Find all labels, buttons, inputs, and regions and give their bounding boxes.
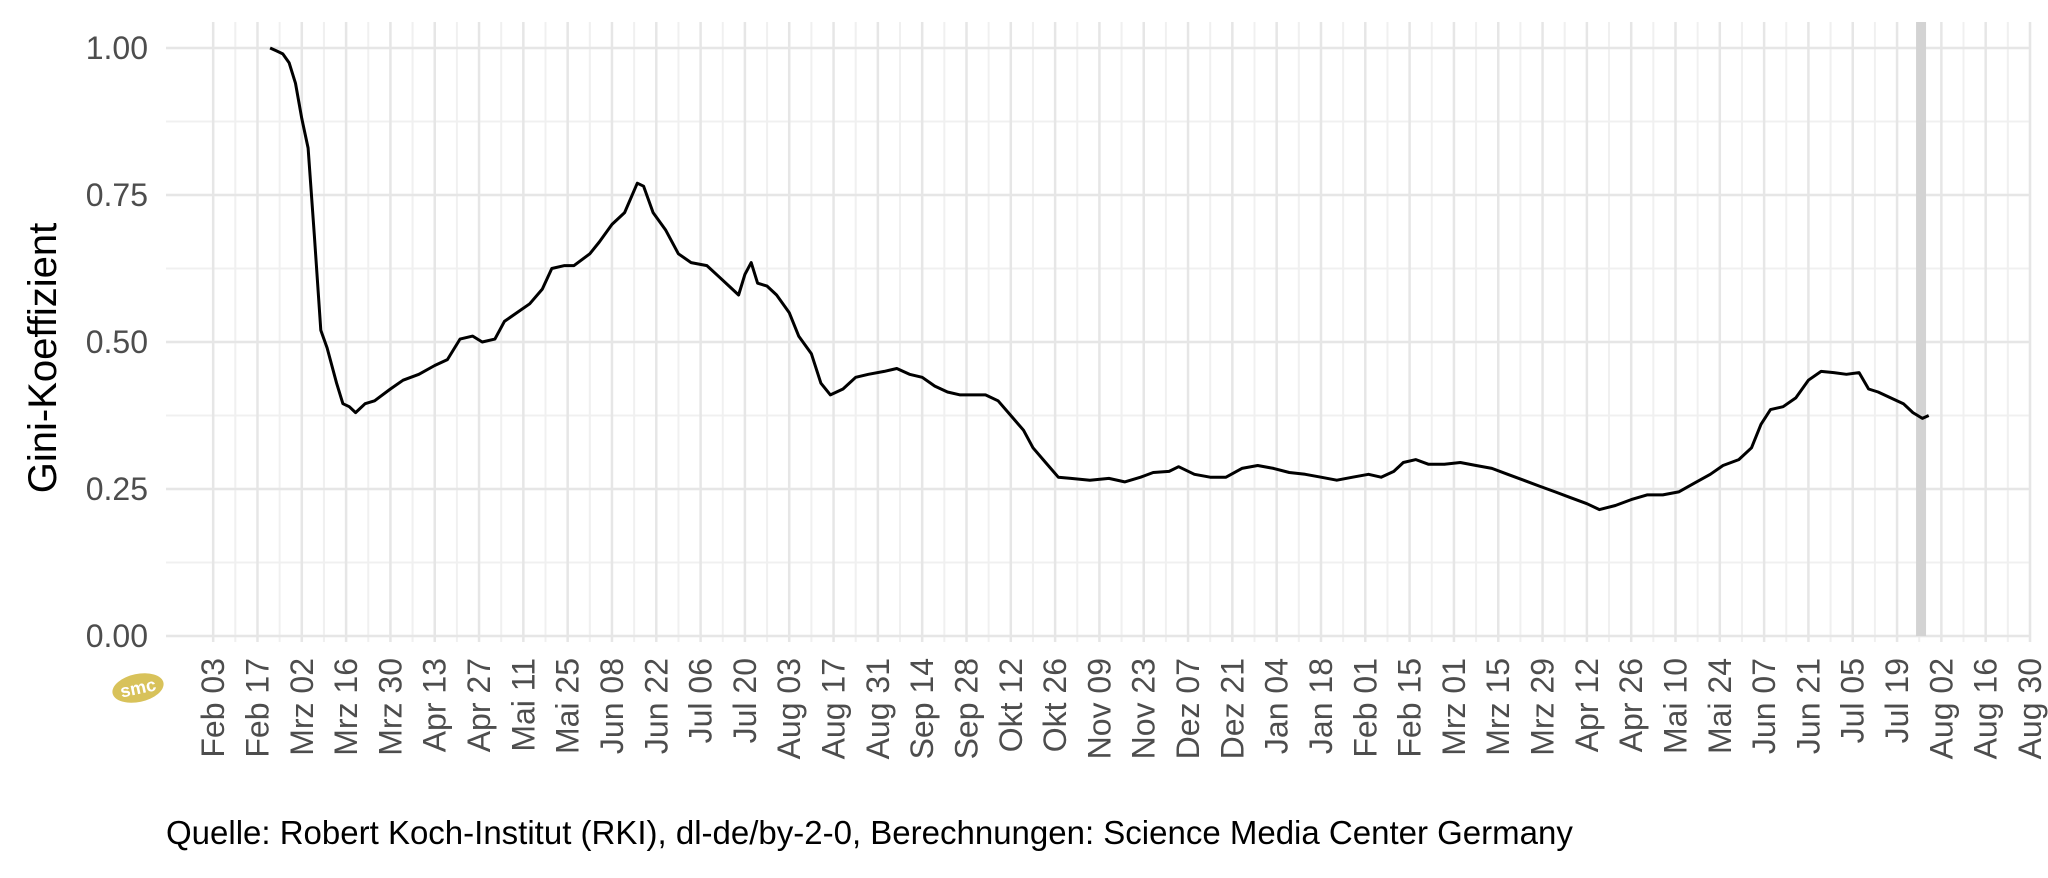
x-tick-label: Jun 08 bbox=[594, 658, 630, 754]
x-tick-label: Apr 13 bbox=[417, 658, 453, 752]
x-tick-label: Aug 30 bbox=[2012, 658, 2048, 759]
minor-gridlines bbox=[166, 22, 2030, 642]
x-tick-label: Jul 05 bbox=[1835, 658, 1871, 743]
smc-logo: smc bbox=[112, 673, 164, 703]
series-line-layer bbox=[269, 46, 1930, 512]
x-tick-label: Apr 12 bbox=[1569, 658, 1605, 752]
x-tick-label: Dez 21 bbox=[1214, 658, 1250, 759]
highlight-band bbox=[1916, 22, 1927, 636]
y-tick-label: 0.25 bbox=[86, 471, 148, 507]
x-tick-label: Mrz 01 bbox=[1436, 658, 1472, 756]
x-tick-label: Aug 31 bbox=[860, 658, 896, 759]
x-tick-label: Okt 12 bbox=[993, 658, 1029, 752]
x-tick-label: Jun 07 bbox=[1746, 658, 1782, 754]
x-tick-label: Jul 20 bbox=[727, 658, 763, 743]
x-tick-label: Okt 26 bbox=[1037, 658, 1073, 752]
x-tick-label: Jan 04 bbox=[1259, 658, 1295, 754]
x-tick-label: Mrz 30 bbox=[372, 658, 408, 756]
x-tick-label: Sep 14 bbox=[904, 658, 940, 759]
x-tick-label: Mrz 15 bbox=[1480, 658, 1516, 756]
x-tick-label: Mrz 16 bbox=[328, 658, 364, 756]
y-tick-label: 0.00 bbox=[86, 618, 148, 654]
gini-series-line bbox=[269, 46, 1930, 512]
x-tick-label: Jul 19 bbox=[1879, 658, 1915, 743]
x-tick-label: Sep 28 bbox=[948, 658, 984, 759]
highlight-band-layer bbox=[1916, 22, 1927, 636]
x-tick-label: Apr 27 bbox=[461, 658, 497, 752]
x-tick-label: Jul 06 bbox=[683, 658, 719, 743]
x-tick-label: Aug 02 bbox=[1923, 658, 1959, 759]
x-tick-label: Mai 11 bbox=[505, 658, 541, 752]
y-tick-labels: 0.00 0.25 0.50 0.75 1.00 bbox=[86, 30, 148, 654]
x-tick-labels: Feb 03 Feb 17 Mrz 02 Mrz 16 Mrz 30 Apr 13 Apr … bbox=[195, 658, 2048, 759]
x-tick-label: Mai 25 bbox=[550, 658, 586, 754]
major-gridlines bbox=[166, 22, 2032, 642]
x-tick-label: Nov 09 bbox=[1081, 658, 1117, 759]
x-tick-label: Dez 07 bbox=[1170, 658, 1206, 759]
x-tick-label: Jan 18 bbox=[1303, 658, 1339, 754]
x-tick-label: Aug 17 bbox=[816, 658, 852, 759]
x-tick-label: Aug 16 bbox=[1968, 658, 2004, 759]
source-caption: Quelle: Robert Koch-Institut (RKI), dl-d… bbox=[166, 814, 1573, 851]
x-tick-label: Mrz 02 bbox=[284, 658, 320, 756]
y-tick-label: 1.00 bbox=[86, 30, 148, 66]
x-tick-label: Jun 21 bbox=[1790, 658, 1826, 754]
x-tick-label: Mrz 29 bbox=[1525, 658, 1561, 756]
y-tick-label: 0.50 bbox=[86, 324, 148, 360]
x-tick-label: Feb 03 bbox=[195, 658, 231, 758]
x-tick-label: Feb 01 bbox=[1347, 658, 1383, 758]
y-axis-label: Gini-Koeffizient bbox=[21, 223, 65, 494]
x-tick-label: Feb 15 bbox=[1392, 658, 1428, 758]
x-tick-label: Nov 23 bbox=[1126, 658, 1162, 759]
x-tick-label: Aug 03 bbox=[771, 658, 807, 759]
x-tick-label: Feb 17 bbox=[239, 658, 275, 758]
y-tick-label: 0.75 bbox=[86, 177, 148, 213]
x-tick-label: Jun 22 bbox=[638, 658, 674, 754]
x-tick-label: Mai 10 bbox=[1657, 658, 1693, 754]
x-tick-label: Mai 24 bbox=[1702, 658, 1738, 754]
x-tick-label: Apr 26 bbox=[1613, 658, 1649, 752]
